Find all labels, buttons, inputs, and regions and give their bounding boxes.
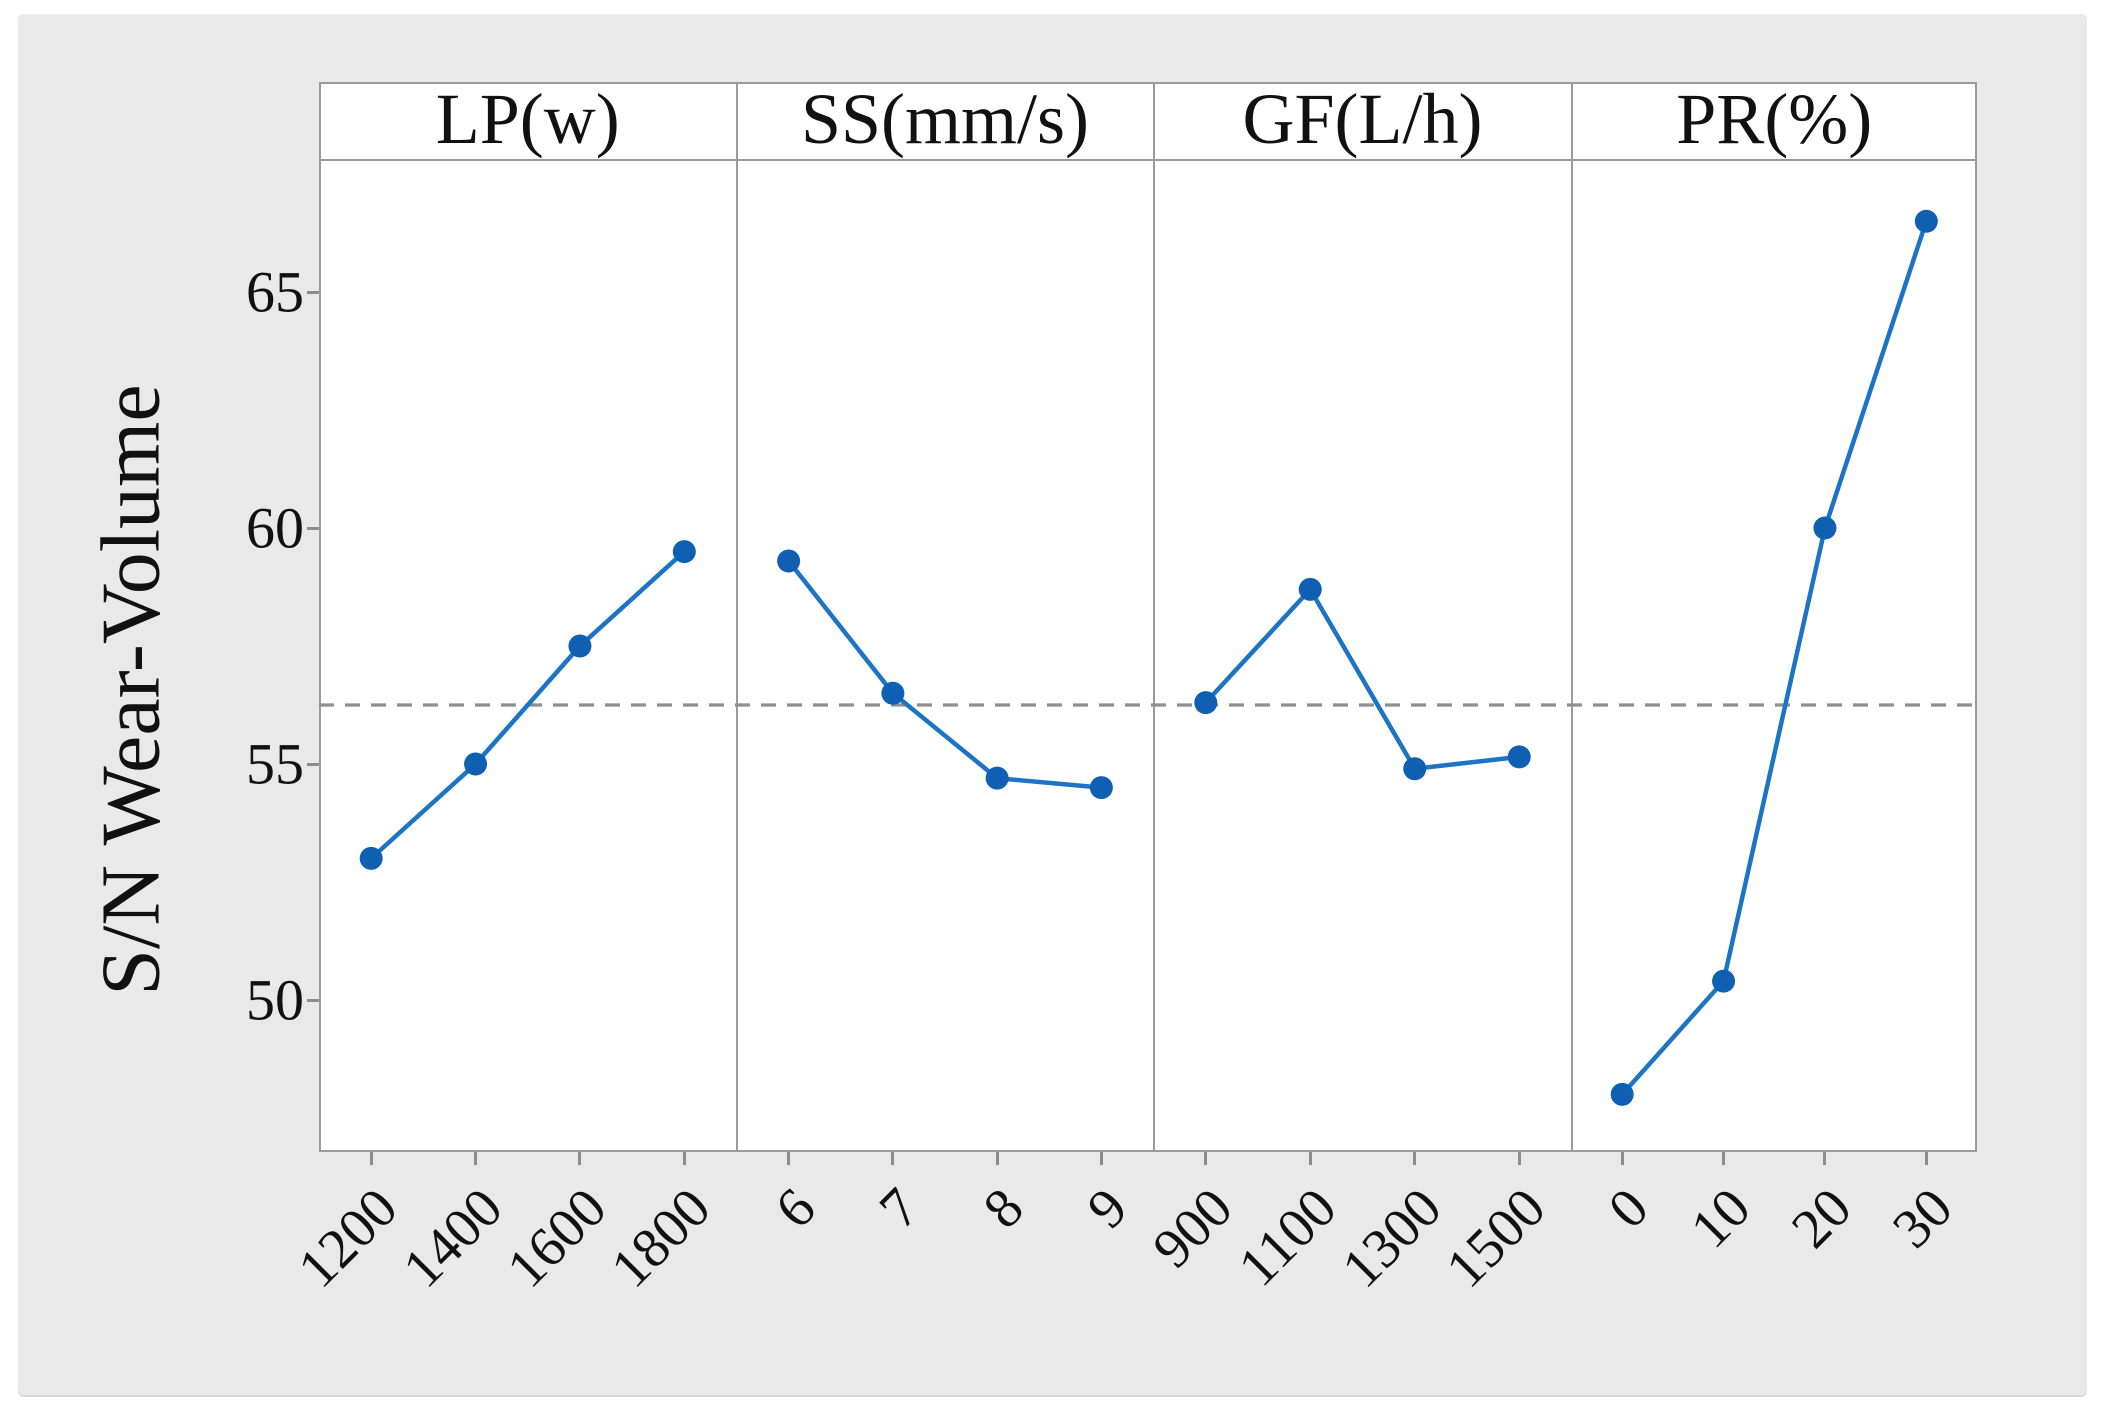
series-line-LP(w) xyxy=(369,549,686,861)
panel-header-underline xyxy=(319,159,1977,161)
y-tick-mark xyxy=(307,290,319,294)
x-tick-mark xyxy=(995,1152,999,1165)
data-point xyxy=(1610,1082,1634,1106)
x-tick-mark xyxy=(1099,1152,1103,1165)
x-tick-mark xyxy=(1204,1152,1208,1165)
y-tick-label: 60 xyxy=(246,495,304,561)
x-tick-mark xyxy=(1620,1152,1624,1165)
y-tick-label: 50 xyxy=(246,967,304,1033)
data-point xyxy=(464,752,488,776)
panel-header-lp: LP(w) xyxy=(435,79,620,159)
x-tick-mark xyxy=(474,1152,478,1165)
panel-divider xyxy=(735,82,738,1152)
x-tick-mark xyxy=(1517,1152,1521,1165)
y-tick-mark xyxy=(307,762,319,766)
series-line-GF(L/h) xyxy=(1204,585,1520,772)
data-point xyxy=(672,540,696,564)
data-point xyxy=(1298,577,1322,601)
data-point xyxy=(1914,209,1938,233)
y-tick-label: 55 xyxy=(246,731,304,797)
x-tick-mark xyxy=(1823,1152,1827,1165)
x-tick-mark xyxy=(891,1152,895,1165)
data-point xyxy=(985,766,1009,790)
y-tick-mark xyxy=(307,998,319,1002)
data-point xyxy=(881,681,905,705)
y-tick-mark xyxy=(307,526,319,530)
data-point xyxy=(1089,776,1113,800)
data-point xyxy=(777,549,801,573)
y-tick-label: 65 xyxy=(246,259,304,325)
panel-divider xyxy=(1152,82,1155,1152)
series-line-PR(%) xyxy=(1620,220,1929,1096)
panel-header-ss: SS(mm/s) xyxy=(800,79,1090,159)
data-point xyxy=(1403,757,1427,781)
series-line-SS(mm/s) xyxy=(786,559,1102,790)
plot-area xyxy=(319,82,1977,1152)
data-point xyxy=(359,846,383,870)
data-point xyxy=(568,634,592,658)
x-tick-mark xyxy=(1722,1152,1726,1165)
x-tick-mark xyxy=(787,1152,791,1165)
x-tick-mark xyxy=(1924,1152,1928,1165)
data-point xyxy=(1712,969,1736,993)
x-tick-mark xyxy=(682,1152,686,1165)
panel-header-gf: GF(L/h) xyxy=(1242,79,1483,159)
data-point xyxy=(1194,691,1218,715)
x-tick-mark xyxy=(1413,1152,1417,1165)
x-tick-mark xyxy=(1308,1152,1312,1165)
panel-divider xyxy=(1570,82,1573,1152)
panel-header-pr: PR(%) xyxy=(1676,79,1873,159)
x-tick-mark xyxy=(369,1152,373,1165)
data-point xyxy=(1507,745,1531,769)
data-point xyxy=(1813,516,1837,540)
x-tick-mark xyxy=(578,1152,582,1165)
